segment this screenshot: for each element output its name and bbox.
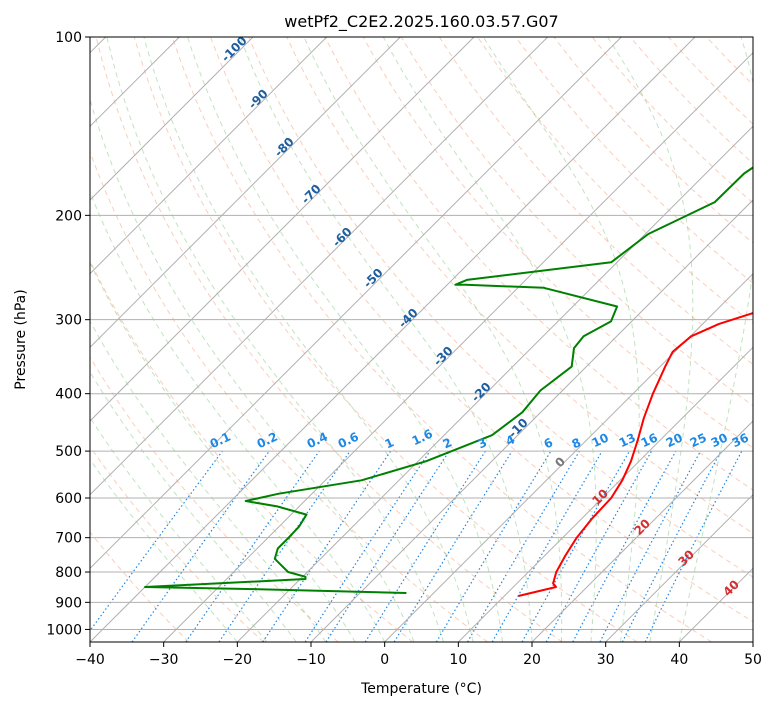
dry-adiabat-line bbox=[133, 37, 638, 642]
dry-adiabat-line bbox=[400, 37, 753, 407]
mixing-ratio-line bbox=[572, 450, 677, 642]
x-tick-label: 40 bbox=[670, 652, 688, 668]
y-tick-label: 700 bbox=[55, 531, 82, 547]
mixing-ratio-line bbox=[545, 450, 653, 642]
mixing-ratio-label: 20 bbox=[664, 431, 685, 451]
mixing-ratio-label: 10 bbox=[590, 431, 611, 451]
x-tick-label: 50 bbox=[744, 652, 762, 668]
moist-adiabat-line bbox=[106, 37, 445, 642]
mixing-ratio-line bbox=[90, 450, 223, 632]
temperature-line bbox=[518, 312, 753, 597]
mixing-ratio-line bbox=[218, 450, 351, 642]
x-tick-label: 20 bbox=[523, 652, 541, 668]
y-tick-label: 800 bbox=[55, 565, 82, 581]
isotherm-line bbox=[457, 346, 753, 642]
moist-adiabat-line bbox=[90, 190, 386, 642]
chart-title: wetPf2_C2E2.2025.160.03.57.G07 bbox=[284, 12, 558, 32]
dry-adiabat-line bbox=[90, 531, 190, 642]
moist-adiabat-line bbox=[239, 37, 533, 642]
mixing-ratio-line bbox=[304, 450, 431, 642]
isotherm-line bbox=[605, 493, 753, 642]
mixing-ratio-line bbox=[325, 450, 450, 642]
x-tick-label: 10 bbox=[449, 652, 467, 668]
grid-lines bbox=[90, 37, 753, 642]
x-tick-label: −10 bbox=[296, 652, 326, 668]
moist-adiabat-line bbox=[482, 37, 640, 642]
moist-adiabat-line bbox=[303, 37, 563, 642]
dry-adiabat-line bbox=[248, 37, 753, 578]
mixing-ratio-label: 13 bbox=[617, 431, 638, 451]
isotherm-line bbox=[90, 37, 401, 349]
dry-adiabat-line bbox=[95, 37, 563, 642]
isotherm-line bbox=[90, 37, 549, 496]
moist-adiabat-line bbox=[382, 37, 597, 642]
moist-adiabat-line bbox=[607, 37, 694, 642]
moist-adiabat-line bbox=[90, 261, 356, 642]
moist-adiabat-line bbox=[90, 416, 268, 642]
plot-frame bbox=[89, 36, 754, 643]
mixing-ratio-label: 30 bbox=[709, 431, 730, 451]
profile-lines bbox=[144, 166, 753, 597]
x-tick-label: 0 bbox=[380, 652, 389, 668]
y-tick-label: 600 bbox=[55, 491, 82, 507]
moist-adiabat-line bbox=[90, 458, 238, 642]
dry-adiabat-line bbox=[90, 356, 339, 642]
y-axis-title: Pressure (hPa) bbox=[13, 289, 29, 389]
y-tick-label: 200 bbox=[55, 208, 82, 224]
mixing-ratio-line bbox=[521, 450, 631, 642]
mixing-ratio-label: 36 bbox=[730, 431, 751, 451]
mixing-ratio-line bbox=[262, 450, 392, 642]
dry-adiabat-line bbox=[438, 37, 753, 366]
isotherm-line bbox=[90, 37, 696, 642]
y-tick-label: 900 bbox=[55, 595, 82, 611]
dry-adiabat-line bbox=[90, 150, 488, 642]
isotherm-line bbox=[90, 37, 622, 570]
y-tick-label: 300 bbox=[55, 313, 82, 329]
mixing-ratio-line bbox=[393, 450, 513, 642]
dewpoint-line bbox=[144, 166, 753, 594]
isotherm-line bbox=[310, 199, 753, 642]
mixing-ratio-label: 16 bbox=[639, 431, 660, 451]
x-tick-label: −40 bbox=[75, 652, 105, 668]
moist-adiabat-line bbox=[143, 37, 474, 642]
isotherm-line bbox=[90, 37, 328, 275]
x-axis-title: Temperature (°C) bbox=[360, 681, 482, 697]
mixing-ratio-line bbox=[644, 450, 743, 642]
isotherm-line bbox=[90, 37, 254, 201]
y-tick-label: 100 bbox=[55, 30, 82, 46]
y-tick-label: 500 bbox=[55, 444, 82, 460]
moist-adiabat-line bbox=[187, 37, 503, 642]
x-tick-label: −30 bbox=[149, 652, 179, 668]
isotherm-line bbox=[163, 51, 753, 642]
mixing-ratio-line bbox=[185, 450, 320, 642]
isotherm-line bbox=[236, 125, 753, 642]
dry-adiabat-line bbox=[210, 37, 753, 623]
y-tick-label: 1000 bbox=[46, 622, 82, 638]
isotherm-line bbox=[90, 37, 475, 422]
x-axis: −40 −30 −20 −10 0 10 20 30 40 50 bbox=[75, 642, 762, 668]
isotherm-line bbox=[531, 420, 753, 642]
x-tick-label: −20 bbox=[223, 652, 253, 668]
dry-adiabat-line bbox=[90, 445, 264, 642]
y-axis: 100 200 300 400 500 600 700 800 900 1000 bbox=[46, 30, 90, 638]
mixing-ratio-label: 25 bbox=[688, 431, 709, 451]
mixing-ratio-line bbox=[131, 450, 270, 642]
dry-adiabat-line bbox=[515, 37, 753, 284]
x-tick-label: 30 bbox=[597, 652, 615, 668]
moist-adiabat-line bbox=[90, 370, 297, 642]
dry-adiabat-line bbox=[171, 37, 712, 642]
y-tick-label: 400 bbox=[55, 387, 82, 403]
